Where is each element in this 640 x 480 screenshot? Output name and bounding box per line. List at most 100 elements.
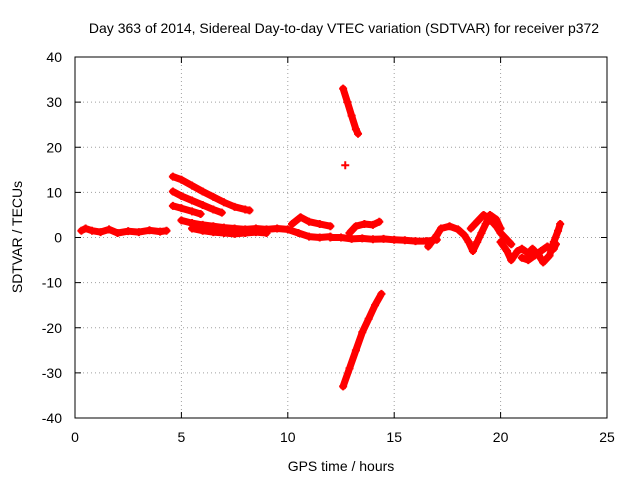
data-point <box>358 234 367 243</box>
data-point <box>368 235 377 244</box>
data-point <box>188 224 197 233</box>
data-point <box>513 247 522 256</box>
data-point <box>245 206 254 215</box>
data-series <box>168 201 205 219</box>
data-series <box>339 289 386 391</box>
y-tick-label: -40 <box>42 410 62 426</box>
x-tick-label: 5 <box>178 429 186 445</box>
data-point <box>198 187 207 196</box>
data-point <box>105 225 114 234</box>
data-point <box>198 226 207 235</box>
data-point <box>230 202 239 211</box>
y-tick-label: 10 <box>46 184 62 200</box>
data-point <box>351 346 360 355</box>
data-point <box>296 213 305 222</box>
data-series <box>288 213 335 231</box>
y-axis-label: SDTVAR / TECUs <box>9 181 25 293</box>
data-point <box>379 234 388 243</box>
data-point <box>502 247 511 256</box>
data-point <box>168 172 177 181</box>
data-point <box>188 207 197 216</box>
data-point <box>339 382 348 391</box>
y-tick-label: -10 <box>42 275 62 291</box>
data-point <box>162 226 171 235</box>
data-point <box>473 217 482 226</box>
data-point <box>209 192 218 201</box>
data-point <box>177 204 186 213</box>
data-point <box>556 219 565 228</box>
x-tick-label: 15 <box>386 429 402 445</box>
data-point <box>219 198 228 207</box>
y-tick-label: 20 <box>46 139 62 155</box>
data-point <box>113 228 122 237</box>
y-tick-label: -30 <box>42 365 62 381</box>
data-point <box>368 220 377 229</box>
data-point <box>251 228 260 237</box>
data-series <box>77 224 171 237</box>
data-point <box>354 129 363 138</box>
data-point <box>445 222 454 231</box>
data-series <box>168 172 254 215</box>
data-point <box>347 234 356 243</box>
data-point <box>500 233 509 242</box>
data-point <box>134 228 143 237</box>
data-point <box>545 251 554 260</box>
data-point <box>537 247 546 256</box>
data-point <box>209 205 218 214</box>
data-point <box>315 219 324 228</box>
x-tick-label: 0 <box>71 429 79 445</box>
data-point <box>177 216 186 225</box>
data-point <box>230 229 239 238</box>
x-axis-label: GPS time / hours <box>288 458 395 474</box>
data-point <box>88 226 97 235</box>
data-point <box>481 219 490 228</box>
data-point <box>360 219 369 228</box>
data-point <box>305 217 314 226</box>
data-point <box>464 238 473 247</box>
data-point <box>177 175 186 184</box>
data-point <box>96 228 105 237</box>
data-point <box>351 222 360 231</box>
data-point <box>364 314 373 323</box>
data-point <box>196 210 205 219</box>
data-point <box>219 228 228 237</box>
series-trace <box>169 202 205 218</box>
data-point <box>473 238 482 247</box>
data-point <box>477 228 486 237</box>
data-series <box>339 84 363 138</box>
y-tick-label: -20 <box>42 320 62 336</box>
data-point <box>345 364 354 373</box>
data-point <box>375 217 384 226</box>
data-point <box>351 125 360 134</box>
data-point <box>347 111 356 120</box>
data-series <box>341 161 350 170</box>
data-point <box>543 242 552 251</box>
axis-ticks: 0 5 10 15 20 25 -40 -30 -20 -10 0 10 20 30 40 <box>42 49 615 445</box>
data-point <box>479 210 488 219</box>
data-point <box>411 237 420 246</box>
data-point <box>343 98 352 107</box>
data-point <box>341 161 350 170</box>
data-point <box>554 226 563 235</box>
data-point <box>305 232 314 241</box>
y-tick-label: 0 <box>54 230 62 246</box>
data-point <box>530 251 539 260</box>
data-point <box>496 228 505 237</box>
data-point <box>145 226 154 235</box>
data-series <box>517 240 560 265</box>
data-point <box>294 228 303 237</box>
data-point <box>188 196 197 205</box>
x-tick-label: 20 <box>493 429 509 445</box>
data-point <box>209 228 218 237</box>
data-point <box>517 253 526 262</box>
data-point <box>485 215 494 224</box>
data-point <box>168 187 177 196</box>
data-point <box>326 233 335 242</box>
data-point <box>315 233 324 242</box>
data-point <box>424 242 433 251</box>
data-point <box>371 301 380 310</box>
data-point <box>466 224 475 233</box>
data-point <box>549 244 558 253</box>
data-point <box>492 222 501 231</box>
